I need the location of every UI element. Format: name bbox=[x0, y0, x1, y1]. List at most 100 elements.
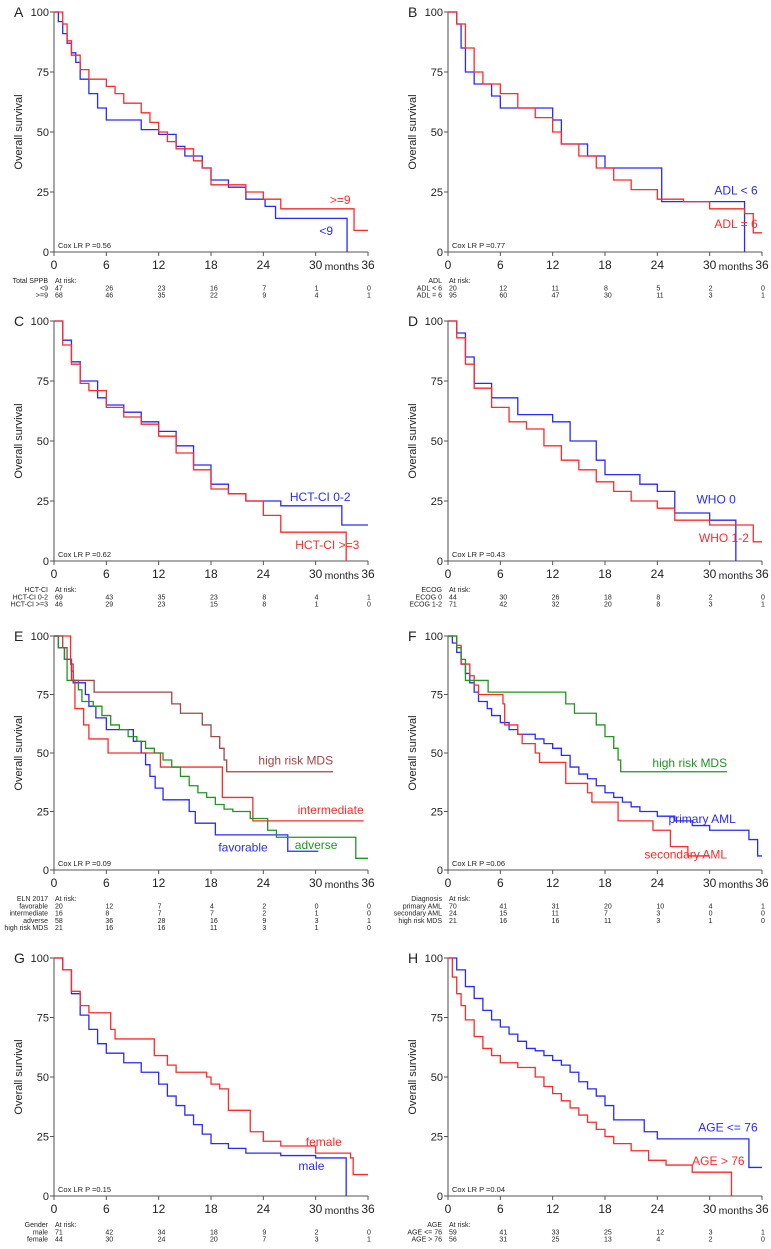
risk-table-header: At risk: bbox=[449, 587, 470, 594]
y-tick-label: 75 bbox=[431, 376, 443, 388]
risk-count: 5 bbox=[656, 285, 660, 292]
risk-row-label: <9 bbox=[40, 285, 48, 292]
risk-count: 46 bbox=[55, 602, 63, 609]
x-tick-label: 12 bbox=[152, 876, 166, 890]
risk-count: 11 bbox=[552, 285, 559, 292]
risk-count: 3 bbox=[656, 918, 660, 925]
x-tick-label: 12 bbox=[152, 1202, 166, 1216]
risk-count: 11 bbox=[210, 925, 217, 932]
curve-label: secondary AML bbox=[644, 847, 727, 861]
risk-count: 23 bbox=[210, 594, 218, 601]
y-tick-label: 75 bbox=[37, 690, 49, 702]
risk-count: 33 bbox=[552, 1229, 560, 1236]
x-tick-label: 6 bbox=[497, 876, 504, 890]
y-tick-label: 0 bbox=[43, 865, 49, 877]
x-tick-label: 36 bbox=[755, 876, 769, 890]
x-tick-label: 18 bbox=[598, 567, 612, 581]
risk-count: 16 bbox=[499, 918, 507, 925]
risk-count: 20 bbox=[604, 602, 612, 609]
risk-count: 11 bbox=[552, 911, 559, 918]
panel-letter: H bbox=[408, 950, 418, 966]
x-tick-label: 6 bbox=[497, 567, 504, 581]
y-tick-label: 25 bbox=[37, 1132, 49, 1144]
curve-label: high risk MDS bbox=[258, 754, 333, 768]
risk-count: 7 bbox=[158, 911, 162, 918]
risk-count: 42 bbox=[105, 1229, 113, 1236]
survival-curve-2 bbox=[54, 635, 368, 859]
y-tick-label: 100 bbox=[425, 953, 443, 965]
y-tick-label: 50 bbox=[37, 436, 49, 448]
x-tick-label: 24 bbox=[257, 258, 271, 272]
risk-count: 2 bbox=[262, 903, 266, 910]
survival-curve-0 bbox=[54, 635, 319, 852]
risk-count: 0 bbox=[367, 1229, 371, 1236]
risk-count: 3 bbox=[656, 911, 660, 918]
p-value-text: Cox LR P =0.06 bbox=[452, 859, 505, 868]
risk-table-title: ELN 2017 bbox=[17, 896, 48, 903]
risk-count: 1 bbox=[367, 293, 371, 300]
risk-count: 1 bbox=[761, 1229, 765, 1236]
y-tick-label: 0 bbox=[437, 1191, 443, 1203]
curve-label: >=9 bbox=[330, 193, 351, 207]
risk-count: 43 bbox=[105, 594, 113, 601]
x-tick-label: 18 bbox=[204, 876, 218, 890]
x-tick-label: 6 bbox=[103, 1202, 110, 1216]
x-tick-label: 36 bbox=[361, 1202, 375, 1216]
curve-label: favorable bbox=[218, 840, 268, 854]
risk-count: 71 bbox=[449, 602, 457, 609]
y-tick-label: 100 bbox=[425, 316, 443, 328]
risk-count: 8 bbox=[604, 285, 608, 292]
survival-curve-1 bbox=[448, 957, 733, 1196]
risk-count: 68 bbox=[55, 293, 63, 300]
curve-label: ADL < 6 bbox=[714, 183, 758, 197]
risk-count: 46 bbox=[105, 293, 113, 300]
risk-count: 18 bbox=[604, 594, 612, 601]
risk-count: 4 bbox=[315, 293, 319, 300]
x-tick-label: 0 bbox=[445, 567, 452, 581]
risk-table-title: ADL bbox=[428, 278, 442, 285]
y-tick-label: 50 bbox=[431, 748, 443, 760]
risk-count: 26 bbox=[105, 285, 113, 292]
x-tick-label: 0 bbox=[445, 258, 452, 272]
risk-row-label: favorable bbox=[19, 903, 48, 910]
risk-table-header: At risk: bbox=[55, 1222, 76, 1229]
risk-count: 28 bbox=[158, 918, 166, 925]
risk-count: 1 bbox=[315, 925, 319, 932]
x-tick-label: 0 bbox=[51, 876, 58, 890]
risk-count: 1 bbox=[367, 918, 371, 925]
risk-count: 59 bbox=[449, 1229, 457, 1236]
p-value-text: Cox LR P =0.43 bbox=[452, 550, 505, 559]
risk-row-label: female bbox=[27, 1237, 48, 1244]
y-tick-label: 75 bbox=[431, 690, 443, 702]
risk-table-header: At risk: bbox=[55, 278, 76, 285]
x-tick-label: 30 bbox=[309, 1202, 323, 1216]
risk-count: 22 bbox=[210, 293, 218, 300]
risk-count: 4 bbox=[210, 903, 214, 910]
x-tick-label: 36 bbox=[755, 567, 769, 581]
risk-count: 16 bbox=[552, 918, 560, 925]
risk-table-header: At risk: bbox=[55, 587, 76, 594]
panel-letter: E bbox=[14, 628, 23, 644]
x-tick-label: 18 bbox=[204, 1202, 218, 1216]
risk-count: 1 bbox=[315, 602, 319, 609]
risk-row-label: AGE > 76 bbox=[411, 1237, 442, 1244]
x-tick-label: 6 bbox=[103, 258, 110, 272]
curve-label: ADL = 6 bbox=[714, 217, 758, 231]
risk-count: 44 bbox=[449, 594, 457, 601]
risk-count: 9 bbox=[262, 918, 266, 925]
risk-count: 12 bbox=[499, 285, 507, 292]
survival-curve-1 bbox=[54, 320, 347, 561]
x-tick-label: 36 bbox=[361, 567, 375, 581]
x-tick-label: 36 bbox=[361, 876, 375, 890]
risk-row-label: secondary AML bbox=[394, 911, 442, 918]
risk-table-title: Gender bbox=[25, 1222, 49, 1229]
risk-count: 9 bbox=[262, 293, 266, 300]
y-axis-label: Overall survival bbox=[13, 715, 25, 790]
curve-label: WHO 0 bbox=[696, 492, 736, 506]
x-tick-label: 24 bbox=[651, 567, 665, 581]
risk-count: 47 bbox=[55, 285, 63, 292]
risk-count: 1 bbox=[761, 293, 765, 300]
